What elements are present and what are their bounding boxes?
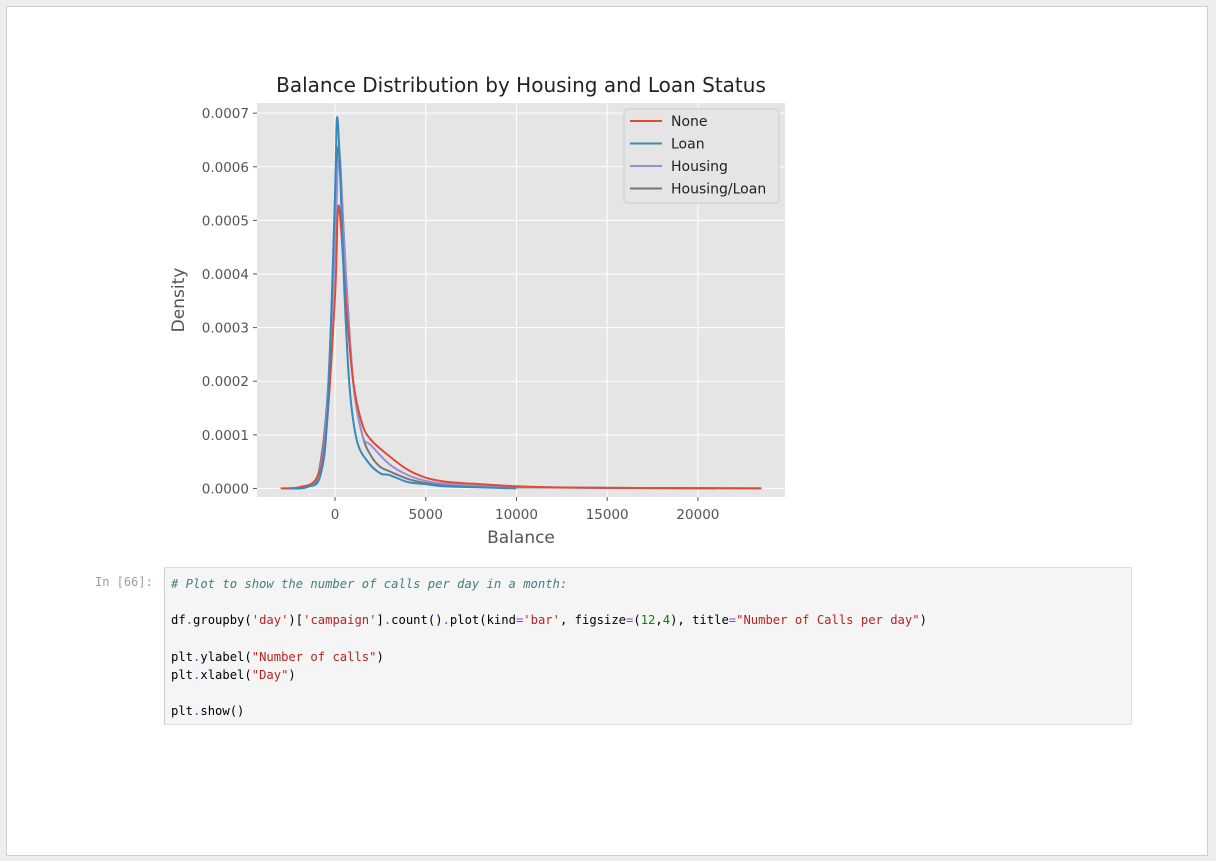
y-tick-label: 0.0001 bbox=[202, 428, 249, 444]
cell-prompt: In [66]: bbox=[95, 575, 153, 589]
code-editor[interactable]: # Plot to show the number of calls per d… bbox=[164, 567, 1132, 725]
code-line[interactable]: plt.show() bbox=[171, 704, 245, 719]
x-axis-label: Balance bbox=[487, 528, 555, 548]
code-line[interactable]: df.groupby('day')['campaign'].count().pl… bbox=[171, 613, 927, 628]
legend-label: Loan bbox=[671, 137, 705, 153]
x-tick-label: 10000 bbox=[495, 507, 538, 523]
code-line[interactable]: # Plot to show the number of calls per d… bbox=[171, 577, 568, 591]
grid-lines bbox=[257, 103, 785, 497]
legend-label: Housing/Loan bbox=[671, 182, 766, 198]
density-chart: 0 5000 10000 15000 20000 0.0000 0.0001 0.0002 0.… bbox=[169, 73, 785, 548]
series-lines bbox=[280, 116, 762, 490]
notebook-page: 0 5000 10000 15000 20000 0.0000 0.0001 0.0002 0.… bbox=[6, 6, 1208, 856]
chart-legend: None Loan Housing Housing/Loan bbox=[623, 108, 780, 204]
legend-box bbox=[623, 108, 780, 204]
x-tick-label: 20000 bbox=[676, 507, 719, 523]
legend-label: Housing bbox=[671, 159, 728, 175]
x-tick-label: 15000 bbox=[586, 507, 629, 523]
series-line-none bbox=[280, 204, 762, 490]
code-line[interactable]: plt.xlabel("Day") bbox=[171, 667, 296, 682]
y-axis-label: Density bbox=[169, 268, 189, 333]
series-line-loan bbox=[289, 116, 517, 490]
y-tick-label: 0.0002 bbox=[202, 374, 249, 390]
axes: 0 5000 10000 15000 20000 0.0000 0.0001 0.0002 0.… bbox=[202, 106, 720, 523]
code-line[interactable] bbox=[171, 684, 927, 702]
code-line[interactable] bbox=[171, 630, 927, 648]
x-tick-label: 0 bbox=[331, 507, 340, 523]
y-tick-label: 0.0006 bbox=[202, 160, 249, 176]
code-cell[interactable]: In [66]: # Plot to show the number of ca… bbox=[7, 567, 1209, 725]
code-text[interactable]: # Plot to show the number of calls per d… bbox=[171, 575, 927, 721]
code-line[interactable]: plt.ylabel("Number of calls") bbox=[171, 649, 384, 664]
y-tick-label: 0.0004 bbox=[202, 267, 249, 283]
legend-label: None bbox=[671, 114, 708, 130]
code-line[interactable] bbox=[171, 593, 927, 611]
x-tick-label: 5000 bbox=[409, 507, 443, 523]
y-tick-label: 0.0000 bbox=[202, 481, 249, 497]
y-tick-label: 0.0003 bbox=[202, 321, 249, 337]
chart-title: Balance Distribution by Housing and Loan… bbox=[276, 73, 766, 97]
y-tick-label: 0.0005 bbox=[202, 213, 249, 229]
y-tick-label: 0.0007 bbox=[202, 106, 249, 122]
cell-output: 0 5000 10000 15000 20000 0.0000 0.0001 0.0002 0.… bbox=[157, 67, 797, 557]
